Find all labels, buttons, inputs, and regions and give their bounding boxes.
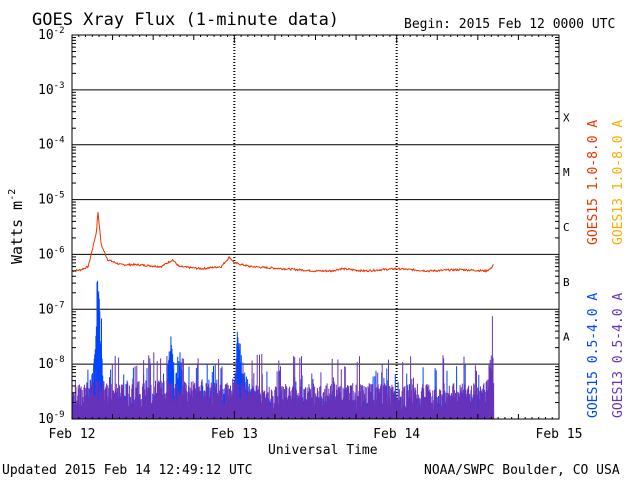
x-tick-label: Feb 13 [211, 427, 258, 442]
source-text: NOAA/SWPC Boulder, CO USA [424, 463, 620, 478]
flare-class-label: X [563, 111, 570, 124]
legend-entry: GOES13 1.0-8.0 A [611, 120, 626, 245]
legend-entry: GOES13 0.5-4.0 A [611, 293, 626, 418]
flare-class-label: B [563, 276, 570, 289]
flare-class-label: M [563, 166, 570, 179]
x-tick-label: Feb 12 [49, 427, 96, 442]
axes: 10-9 10-8 10-7 10-6 10-5 10-4 10-3 10-2 Feb 12 Fe… [38, 26, 582, 442]
svg-text:Watts m-2: Watts m-2 [7, 189, 26, 264]
legend: GOES15 1.0-8.0 A GOES13 1.0-8.0 A GOES15 0… [586, 120, 626, 418]
updated-text: Updated 2015 Feb 14 12:49:12 UTC [2, 463, 252, 478]
y-axis-label-text: Watts m [8, 201, 26, 264]
y-tick-label: 10-7 [38, 300, 65, 317]
y-tick-label: 10-4 [38, 136, 65, 153]
x-axis-label: Universal Time [268, 443, 378, 458]
y-tick-label: 10-5 [38, 191, 65, 208]
series-layer [71, 211, 495, 419]
y-axis-label-exponent: -2 [7, 189, 18, 201]
y-tick-label: 10-2 [38, 26, 65, 43]
x-tick-label: Feb 14 [373, 427, 420, 442]
chart-title: GOES Xray Flux (1-minute data) [32, 10, 339, 30]
series-line [71, 211, 494, 274]
y-tick-label: 10-9 [38, 410, 65, 427]
y-tick-label: 10-6 [38, 245, 65, 262]
begin-label: Begin: 2015 Feb 12 0000 UTC [404, 17, 615, 32]
legend-entry: GOES15 0.5-4.0 A [586, 293, 601, 418]
y-axis-label: Watts m-2 [7, 189, 26, 264]
series-line [71, 316, 495, 419]
legend-entry: GOES15 1.0-8.0 A [586, 120, 601, 245]
plot-frame [71, 34, 560, 420]
x-tick-label: Feb 15 [536, 427, 583, 442]
y-tick-label: 10-8 [38, 355, 65, 372]
flare-class-label: C [563, 221, 570, 234]
flare-class-label: A [563, 331, 570, 344]
grid [72, 35, 559, 419]
y-tick-label: 10-3 [38, 81, 65, 98]
